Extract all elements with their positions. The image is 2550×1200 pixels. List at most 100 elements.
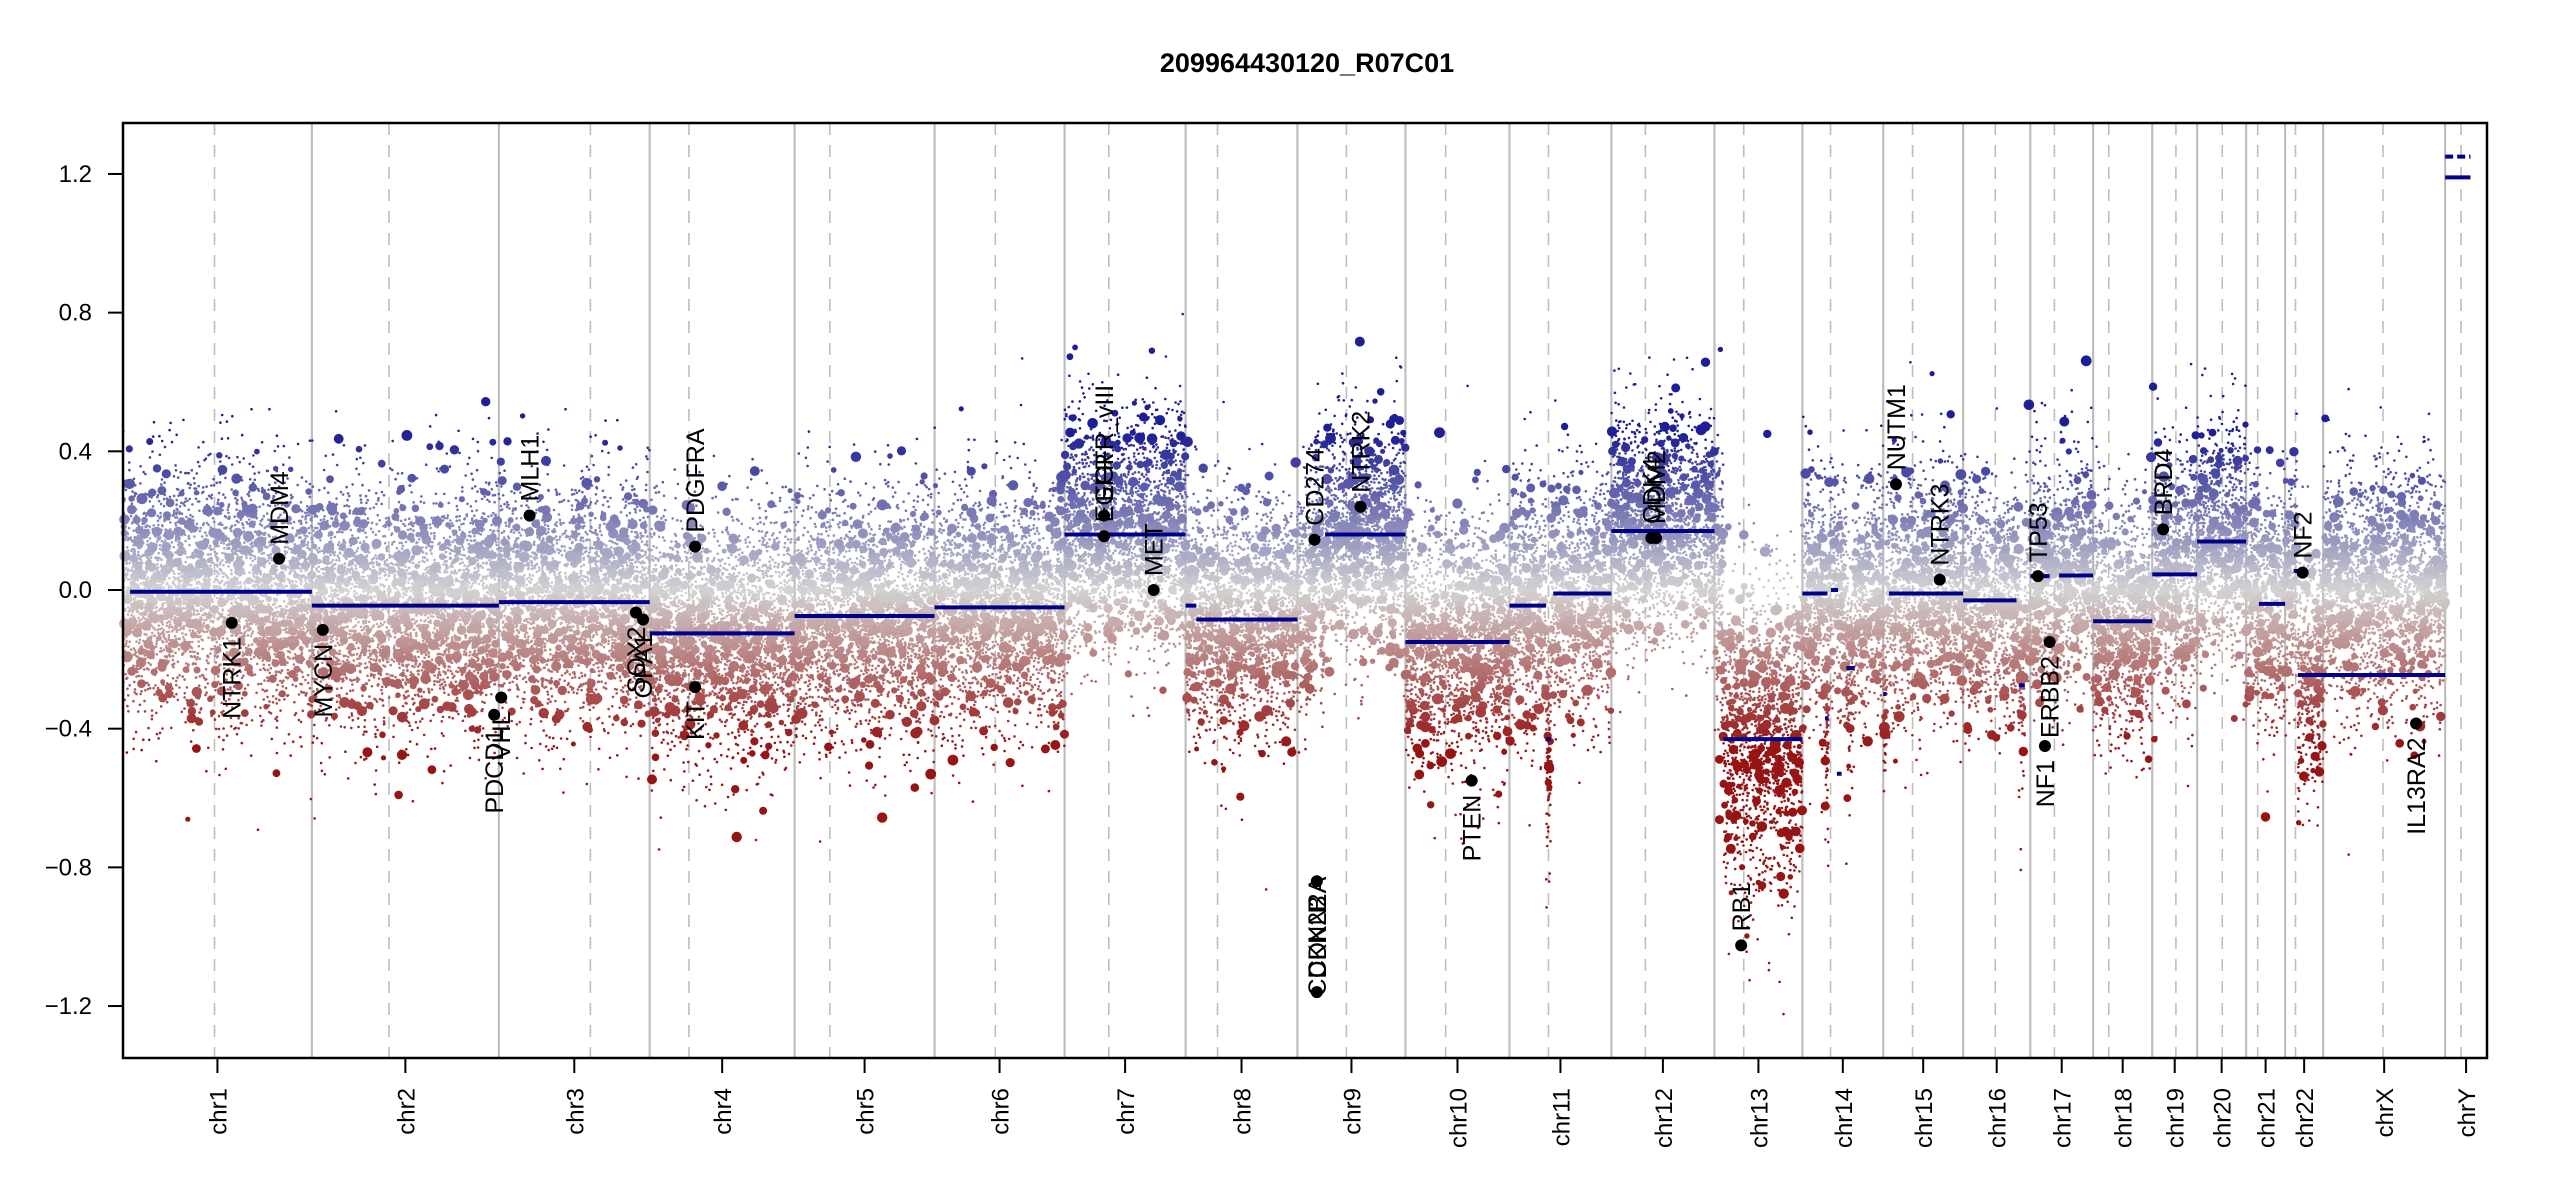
probe-point xyxy=(274,673,278,677)
probe-point xyxy=(343,726,347,729)
probe-point xyxy=(209,619,213,623)
probe-point xyxy=(212,520,216,524)
probe-point xyxy=(222,667,226,670)
probe-point xyxy=(380,698,384,702)
probe-point xyxy=(257,631,260,634)
probe-point xyxy=(362,733,365,736)
probe-point xyxy=(124,488,128,492)
probe-point xyxy=(494,524,497,527)
probe-point xyxy=(237,618,241,621)
probe-point xyxy=(151,505,155,508)
probe-point xyxy=(304,678,307,682)
probe-point xyxy=(463,564,467,567)
probe-point xyxy=(190,698,193,702)
probe-point xyxy=(460,557,463,561)
probe-point xyxy=(187,663,190,666)
probe-point xyxy=(298,557,301,560)
chart-title: 209964430120_R07C01 xyxy=(1160,48,1454,78)
probe-point xyxy=(467,542,471,546)
probe-point xyxy=(324,454,328,458)
probe-point xyxy=(491,530,495,534)
probe-point xyxy=(210,484,213,487)
probe-point xyxy=(385,558,389,562)
probe-point xyxy=(249,563,253,567)
probe-point xyxy=(476,490,479,493)
probe-point xyxy=(205,691,208,694)
probe-point xyxy=(296,483,300,487)
probe-point xyxy=(246,522,250,525)
probe-point xyxy=(223,496,227,499)
probe-point xyxy=(413,701,416,705)
probe-point xyxy=(182,519,186,523)
probe-point xyxy=(144,529,147,532)
probe-point xyxy=(133,520,137,524)
probe-point xyxy=(152,420,156,424)
probe-point xyxy=(253,619,257,622)
probe-point xyxy=(157,577,161,581)
probe-point xyxy=(144,681,148,685)
probe-point xyxy=(446,676,450,679)
probe-point xyxy=(300,745,303,748)
probe-point xyxy=(300,651,304,655)
probe-point xyxy=(304,637,308,640)
probe-point xyxy=(183,691,187,695)
probe-point xyxy=(151,601,154,605)
probe-point xyxy=(195,717,204,726)
probe-point xyxy=(214,577,217,581)
probe-point xyxy=(174,523,178,527)
probe-point xyxy=(246,633,250,637)
probe-point xyxy=(190,518,193,522)
probe-point xyxy=(462,689,474,701)
probe-point xyxy=(322,567,325,571)
probe-point xyxy=(198,657,202,661)
probe-point xyxy=(339,725,343,728)
probe-point xyxy=(281,526,284,530)
probe-point xyxy=(176,567,180,570)
probe-point xyxy=(357,725,360,729)
probe-point xyxy=(146,530,150,534)
probe-point xyxy=(158,731,162,735)
probe-point xyxy=(156,686,160,690)
probe-point xyxy=(273,646,280,653)
probe-point xyxy=(272,614,276,618)
probe-point xyxy=(223,616,227,620)
probe-point xyxy=(248,518,251,521)
probe-point xyxy=(393,644,396,648)
probe-point xyxy=(138,703,142,707)
probe-point xyxy=(476,449,480,453)
probe-point xyxy=(183,638,186,642)
probe-point xyxy=(156,540,159,543)
probe-point xyxy=(124,631,127,635)
probe-point xyxy=(260,539,264,542)
probe-point xyxy=(252,584,255,587)
probe-point xyxy=(297,693,301,696)
probe-point xyxy=(199,634,202,638)
probe-point xyxy=(130,577,134,580)
probe-point xyxy=(266,553,270,557)
probe-point xyxy=(154,532,158,535)
probe-point xyxy=(133,582,136,586)
probe-point xyxy=(126,687,129,691)
probe-point xyxy=(280,583,284,587)
probe-point xyxy=(255,637,259,641)
probe-point xyxy=(262,663,266,667)
probe-point xyxy=(387,696,391,699)
probe-point xyxy=(268,663,271,667)
probe-point xyxy=(217,544,220,548)
probe-point xyxy=(262,635,266,638)
probe-point xyxy=(205,678,208,681)
probe-point xyxy=(300,615,307,622)
probe-point xyxy=(137,679,146,688)
probe-point xyxy=(162,602,166,605)
probe-point xyxy=(493,683,496,686)
probe-point xyxy=(189,530,193,534)
probe-point xyxy=(173,607,183,617)
probe-point xyxy=(173,583,177,587)
probe-point xyxy=(145,524,149,527)
probe-point xyxy=(301,529,304,533)
probe-point xyxy=(255,621,259,624)
probe-point xyxy=(280,662,283,665)
probe-point xyxy=(269,666,273,670)
probe-point xyxy=(390,658,394,661)
probe-point xyxy=(245,723,248,727)
